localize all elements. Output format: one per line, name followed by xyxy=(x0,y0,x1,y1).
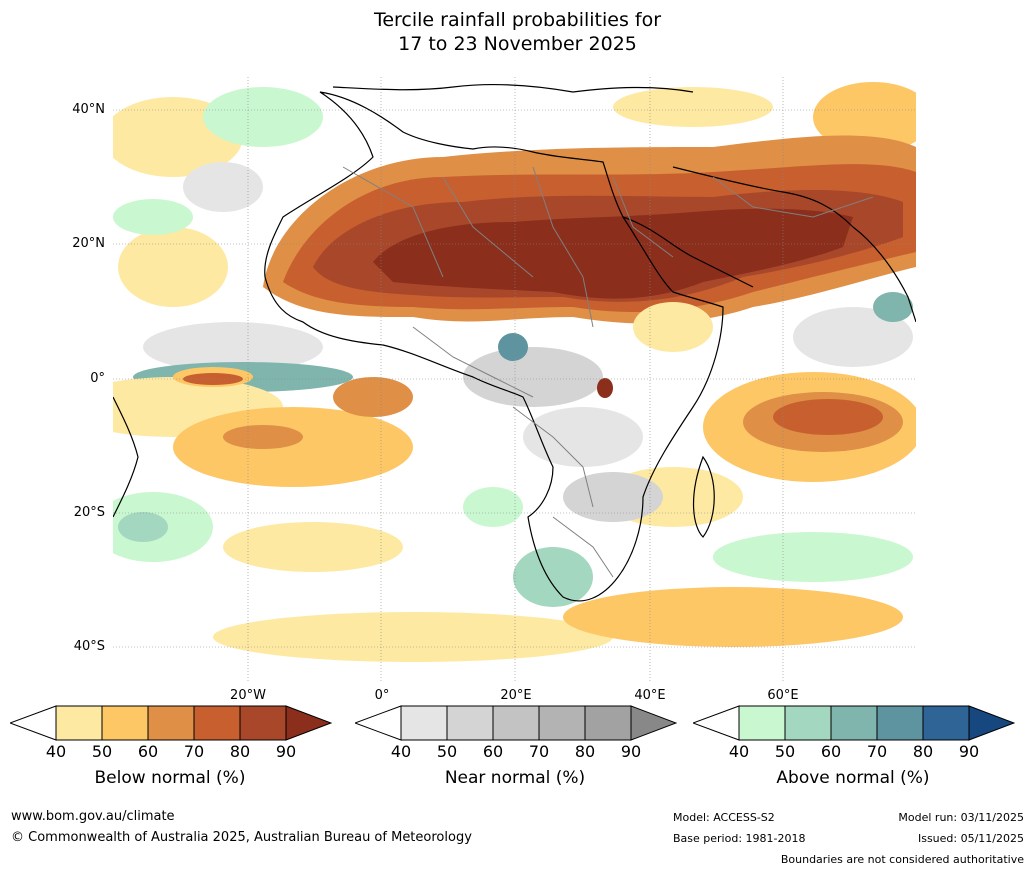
near-normal-patches xyxy=(183,162,713,607)
title-line-2: 17 to 23 November 2025 xyxy=(398,33,637,55)
below-tick-50: 50 xyxy=(91,742,113,761)
near-tick-90: 90 xyxy=(620,742,642,761)
colorbar-near-normal xyxy=(353,705,678,745)
above-tick-80: 80 xyxy=(912,742,934,761)
lat-label-40n: 40°N xyxy=(72,102,105,117)
above-tick-60: 60 xyxy=(820,742,842,761)
above-tick-50: 50 xyxy=(774,742,796,761)
near-tick-50: 50 xyxy=(436,742,458,761)
below-swatch-60 xyxy=(147,705,195,741)
near-tick-60: 60 xyxy=(482,742,504,761)
footer-copyright: © Commonwealth of Australia 2025, Austra… xyxy=(11,830,472,845)
colorbar-near-swatches xyxy=(353,705,678,741)
above-swatch-50 xyxy=(784,705,832,741)
below-swatch-50 xyxy=(101,705,149,741)
colorbar-above-normal xyxy=(691,705,1016,745)
country-borders xyxy=(342,166,874,578)
footer-issued: Issued: 05/11/2025 xyxy=(917,832,1024,845)
below-tick-70: 70 xyxy=(183,742,205,761)
colorbar-below-swatches xyxy=(8,705,333,741)
below-tick-90: 90 xyxy=(275,742,297,761)
rainfall-map[interactable] xyxy=(113,77,916,681)
above-swatch-40 xyxy=(738,705,786,741)
dry-band xyxy=(263,135,916,324)
near-tick-70: 70 xyxy=(528,742,550,761)
below-tick-80: 80 xyxy=(229,742,251,761)
footer-url[interactable]: www.bom.gov.au/climate xyxy=(11,809,175,824)
lon-label-20e: 20°E xyxy=(500,688,532,703)
near-tick-40: 40 xyxy=(390,742,412,761)
above-swatch-60 xyxy=(830,705,878,741)
near-swatch-70 xyxy=(538,705,586,741)
map-canvas xyxy=(113,77,916,681)
above-tick-70: 70 xyxy=(866,742,888,761)
above-tick-90: 90 xyxy=(958,742,980,761)
near-swatch-over xyxy=(630,705,678,741)
lat-label-20s: 20°S xyxy=(73,505,105,520)
below-tick-60: 60 xyxy=(137,742,159,761)
title-line-1: Tercile rainfall probabilities for xyxy=(373,9,662,31)
near-swatch-40 xyxy=(400,705,448,741)
footer-model: Model: ACCESS-S2 xyxy=(673,811,775,824)
near-tick-80: 80 xyxy=(574,742,596,761)
lon-label-20w: 20°W xyxy=(230,688,266,703)
below-swatch-over xyxy=(285,705,333,741)
near-swatch-50 xyxy=(446,705,494,741)
below-swatch-80 xyxy=(239,705,287,741)
near-swatch-60 xyxy=(492,705,540,741)
below-swatch-under xyxy=(8,705,57,741)
colorbar-near-title: Near normal (%) xyxy=(444,768,586,788)
footer-model-run: Model run: 03/11/2025 xyxy=(898,811,1024,824)
colorbar-above-swatches xyxy=(691,705,1016,741)
near-swatch-under xyxy=(353,705,402,741)
footer-disclaimer: Boundaries are not considered authoritat… xyxy=(780,853,1024,866)
footer-base-period: Base period: 1981-2018 xyxy=(673,832,806,845)
lon-label-0: 0° xyxy=(374,688,390,703)
map-title: Tercile rainfall probabilities for 17 to… xyxy=(0,8,1035,56)
below-swatch-40 xyxy=(55,705,103,741)
graticule xyxy=(113,77,916,681)
below-swatch-70 xyxy=(193,705,241,741)
lat-label-40s: 40°S xyxy=(73,639,105,654)
colorbar-below-title: Below normal (%) xyxy=(94,768,246,788)
above-swatch-80 xyxy=(922,705,970,741)
above-swatch-over xyxy=(968,705,1016,741)
lat-label-equator: 0° xyxy=(90,371,105,386)
coastlines xyxy=(113,83,916,602)
lat-label-20n: 20°N xyxy=(72,236,105,251)
near-swatch-80 xyxy=(584,705,632,741)
above-tick-40: 40 xyxy=(728,742,750,761)
below-tick-40: 40 xyxy=(45,742,67,761)
lon-label-60e: 60°E xyxy=(767,688,799,703)
colorbar-below-normal xyxy=(8,705,333,745)
lon-label-40e: 40°E xyxy=(634,688,666,703)
colorbar-above-title: Above normal (%) xyxy=(776,768,930,788)
above-swatch-under xyxy=(691,705,740,741)
above-swatch-70 xyxy=(876,705,924,741)
